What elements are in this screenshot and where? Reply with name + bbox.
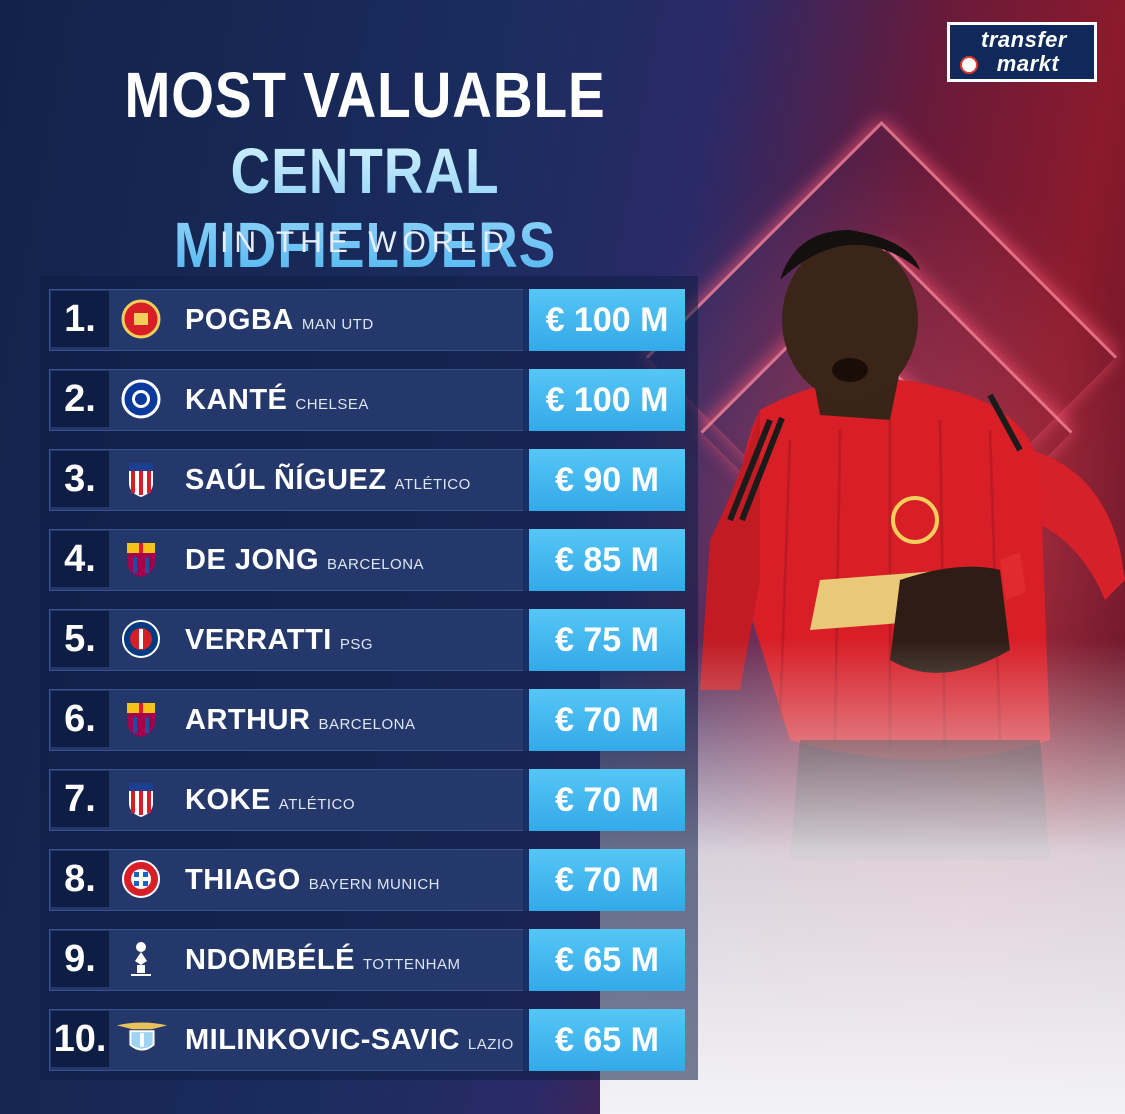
- ranking-row: 1. POGBA MAN UTD € 100 M: [49, 289, 685, 351]
- ranking-row: 4. DE JONG BARCELONA € 85 M: [49, 529, 685, 591]
- club-name: BARCELONA: [327, 556, 425, 573]
- ranking-row: 3. SAÚL ÑÍGUEZ ATLÉTICO € 90 M: [49, 449, 685, 511]
- ranking-row: 6. ARTHUR BARCELONA € 70 M: [49, 689, 685, 751]
- man-utd-crest-icon: [121, 299, 161, 339]
- market-value: € 65 M: [529, 1009, 685, 1071]
- title-line-2: CENTRAL MIDFIELDERS: [86, 134, 645, 282]
- lazio-crest-icon: [116, 1022, 168, 1051]
- player-surname: KANTÉ: [185, 384, 288, 416]
- club-name: CHELSEA: [295, 396, 369, 413]
- player-name: KOKE ATLÉTICO: [185, 769, 355, 831]
- ranking-row: 8. THIAGO BAYERN MUNICH € 70 M: [49, 849, 685, 911]
- player-name: THIAGO BAYERN MUNICH: [185, 849, 440, 911]
- rank-number: 9.: [51, 931, 109, 987]
- rank-number: 7.: [51, 771, 109, 827]
- bayern-crest-icon: [122, 860, 160, 898]
- club-name: ATLÉTICO: [394, 476, 471, 493]
- player-name: ARTHUR BARCELONA: [185, 689, 415, 751]
- player-surname: POGBA: [185, 304, 294, 336]
- player-name: POGBA MAN UTD: [185, 289, 374, 351]
- row-background: [49, 1009, 529, 1071]
- ranking-row: 9. NDOMBÉLÉ TOTTENHAM € 65 M: [49, 929, 685, 991]
- market-value: € 90 M: [529, 449, 685, 511]
- player-surname: THIAGO: [185, 864, 301, 896]
- ranking-row: 10. MILINKOVIC-SAVIC LAZIO € 65 M: [49, 1009, 685, 1071]
- player-name: MILINKOVIC-SAVIC LAZIO: [185, 1009, 514, 1071]
- barcelona-crest-icon: [127, 543, 155, 577]
- rank-number: 1.: [51, 291, 109, 347]
- ranking-row: 2. KANTÉ CHELSEA € 100 M: [49, 369, 685, 431]
- rank-number: 5.: [51, 611, 109, 667]
- chelsea-crest-icon: [121, 379, 161, 419]
- price-divider: [523, 849, 531, 911]
- market-value: € 70 M: [529, 849, 685, 911]
- rank-number: 3.: [51, 451, 109, 507]
- price-divider: [523, 369, 531, 431]
- atletico-crest-icon: [129, 783, 153, 817]
- title-line-3: IN THE WORLD: [220, 226, 510, 259]
- market-value: € 100 M: [529, 289, 685, 351]
- club-name: LAZIO: [467, 1036, 514, 1053]
- rank-number: 2.: [51, 371, 109, 427]
- price-divider: [523, 449, 531, 511]
- player-name: NDOMBÉLÉ TOTTENHAM: [185, 929, 461, 991]
- price-divider: [523, 609, 531, 671]
- market-value: € 70 M: [529, 769, 685, 831]
- club-name: PSG: [339, 636, 374, 653]
- football-icon: [960, 56, 978, 74]
- price-divider: [523, 929, 531, 991]
- club-name: BARCELONA: [318, 716, 416, 733]
- player-surname: KOKE: [185, 784, 271, 816]
- price-divider: [523, 529, 531, 591]
- market-value: € 70 M: [529, 689, 685, 751]
- atletico-crest-icon: [129, 463, 153, 497]
- club-name: BAYERN MUNICH: [308, 876, 441, 893]
- transfermarkt-logo: transfer markt: [947, 22, 1097, 82]
- market-value: € 85 M: [529, 529, 685, 591]
- player-surname: NDOMBÉLÉ: [185, 944, 355, 976]
- barcelona-crest-icon: [127, 703, 155, 737]
- rank-number: 6.: [51, 691, 109, 747]
- player-name: DE JONG BARCELONA: [185, 529, 424, 591]
- psg-crest-icon: [122, 620, 160, 658]
- price-divider: [523, 769, 531, 831]
- row-background: [49, 929, 529, 991]
- rank-number: 4.: [51, 531, 109, 587]
- price-divider: [523, 1009, 531, 1071]
- logo-text-markt: markt: [996, 51, 1060, 76]
- rank-number: 8.: [51, 851, 109, 907]
- player-name: KANTÉ CHELSEA: [185, 369, 369, 431]
- player-surname: VERRATTI: [185, 624, 332, 656]
- market-value: € 65 M: [529, 929, 685, 991]
- rank-number: 10.: [51, 1011, 109, 1067]
- player-surname: MILINKOVIC-SAVIC: [185, 1024, 460, 1056]
- player-surname: SAÚL ÑÍGUEZ: [185, 464, 387, 496]
- tottenham-crest-icon: [131, 942, 151, 976]
- logo-text-transfer: transfer: [981, 27, 1067, 52]
- market-value: € 100 M: [529, 369, 685, 431]
- price-divider: [523, 289, 531, 351]
- club-name: ATLÉTICO: [278, 796, 356, 813]
- player-name: VERRATTI PSG: [185, 609, 373, 671]
- player-surname: ARTHUR: [185, 704, 311, 736]
- ranking-row: 7. KOKE ATLÉTICO € 70 M: [49, 769, 685, 831]
- ranking-row: 5. VERRATTI PSG € 75 M: [49, 609, 685, 671]
- player-name: SAÚL ÑÍGUEZ ATLÉTICO: [185, 449, 471, 511]
- market-value: € 75 M: [529, 609, 685, 671]
- price-divider: [523, 689, 531, 751]
- club-name: TOTTENHAM: [362, 956, 461, 973]
- club-name: MAN UTD: [301, 316, 374, 333]
- player-surname: DE JONG: [185, 544, 320, 576]
- title-line-1: MOST VALUABLE: [124, 59, 606, 131]
